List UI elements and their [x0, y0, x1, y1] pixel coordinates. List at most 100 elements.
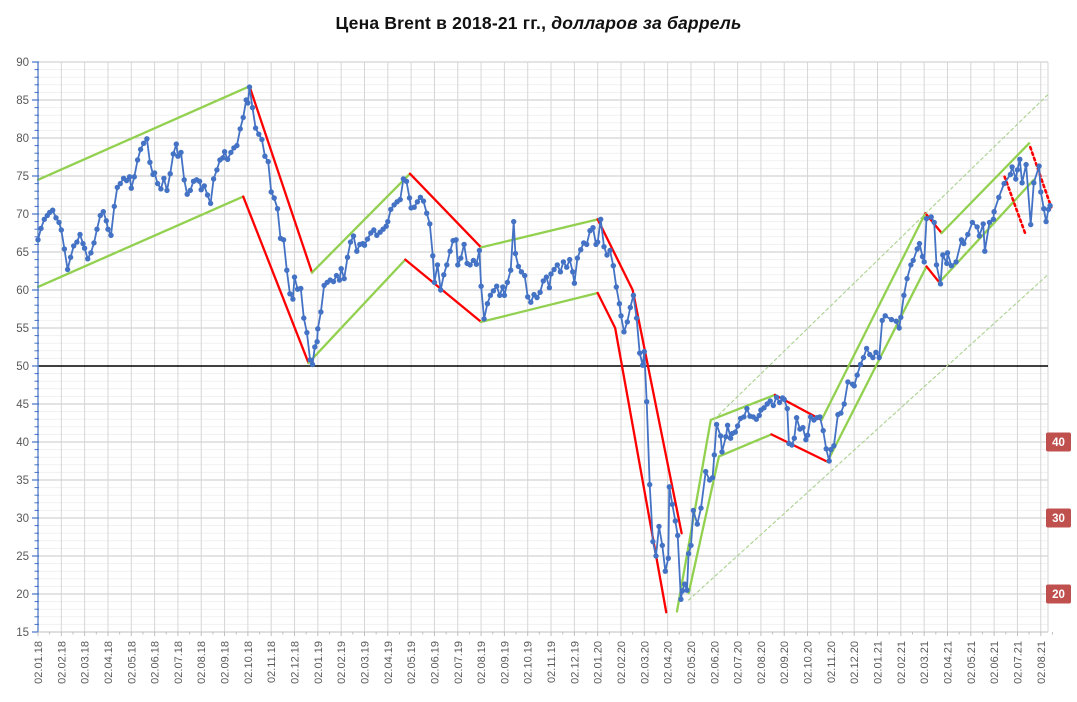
svg-text:40: 40: [1052, 437, 1065, 449]
svg-text:02.06.21: 02.06.21: [989, 641, 1001, 684]
axes: [32, 61, 1053, 636]
svg-text:02.08.21: 02.08.21: [1036, 641, 1048, 684]
svg-text:02.05.18: 02.05.18: [126, 641, 138, 684]
svg-text:02.12.19: 02.12.19: [569, 641, 581, 684]
svg-text:02.02.21: 02.02.21: [896, 641, 908, 684]
up-2021-upper-1: [820, 212, 927, 422]
level-badge-30: [1046, 508, 1071, 528]
down-2018q4-lower: [242, 195, 310, 365]
svg-text:02.04.19: 02.04.19: [383, 641, 395, 684]
grid-minor-horizontal: [38, 69, 1048, 625]
svg-text:30: 30: [16, 513, 29, 525]
svg-text:75: 75: [16, 171, 29, 183]
svg-text:02.01.20: 02.01.20: [593, 641, 605, 684]
svg-text:70: 70: [16, 209, 29, 221]
down-2018q4-upper: [248, 85, 314, 274]
level-badges: 40 30 20: [1046, 432, 1071, 604]
svg-text:02.09.18: 02.09.18: [220, 641, 232, 684]
svg-text:80: 80: [16, 133, 29, 145]
svg-text:02.02.20: 02.02.20: [616, 641, 628, 684]
level-badge-20: [1046, 584, 1071, 604]
up-2021-upper-2: [940, 142, 1031, 235]
svg-text:02.07.18: 02.07.18: [173, 641, 185, 684]
svg-text:02.07.21: 02.07.21: [1012, 641, 1024, 684]
up-2021-lower-2: [938, 178, 1035, 284]
svg-text:60: 60: [16, 285, 29, 297]
down-2019-upper: [408, 172, 483, 249]
svg-text:50: 50: [16, 361, 29, 373]
svg-text:20: 20: [1052, 589, 1065, 601]
chart-title-main: Цена Brent в 2018-21 гг.,: [335, 13, 547, 33]
recovery-2020-lower: [687, 433, 773, 595]
up-2019-lower: [307, 258, 407, 365]
svg-text:02.02.19: 02.02.19: [336, 641, 348, 684]
svg-text:02.05.20: 02.05.20: [686, 641, 698, 684]
svg-text:02.11.20: 02.11.20: [826, 641, 838, 683]
svg-text:02.06.18: 02.06.18: [150, 641, 162, 684]
chart-title: Цена Brent в 2018-21 гг., долларов за ба…: [0, 13, 1077, 34]
svg-text:02.07.20: 02.07.20: [733, 641, 745, 684]
svg-text:02.04.20: 02.04.20: [663, 641, 675, 684]
svg-text:02.10.19: 02.10.19: [523, 641, 535, 684]
svg-text:02.04.18: 02.04.18: [103, 641, 115, 684]
chart-subtitle: долларов за баррель: [551, 13, 742, 33]
svg-text:02.09.19: 02.09.19: [499, 641, 511, 684]
svg-text:02.01.18: 02.01.18: [33, 641, 45, 684]
grid-vertical: [60, 62, 1049, 632]
up-2019-upper: [310, 172, 412, 274]
svg-text:02.09.20: 02.09.20: [779, 641, 791, 684]
svg-text:02.03.19: 02.03.19: [359, 641, 371, 684]
svg-text:02.11.18: 02.11.18: [266, 641, 278, 683]
up-2019h2-upper: [479, 218, 599, 249]
svg-text:25: 25: [16, 551, 29, 563]
svg-text:02.12.18: 02.12.18: [290, 641, 302, 684]
svg-text:02.03.21: 02.03.21: [919, 641, 931, 684]
recovery-2020-upper: [675, 393, 777, 613]
svg-text:20: 20: [16, 589, 29, 601]
projection-long-upper: [713, 94, 1049, 420]
svg-text:02.10.18: 02.10.18: [243, 641, 255, 684]
svg-text:65: 65: [16, 247, 29, 259]
svg-text:30: 30: [1052, 513, 1065, 525]
y-axis-labels: 15 20 25 30 35 40 45 50 55 60 65 70 75 80 85 90: [16, 57, 29, 639]
svg-text:40: 40: [16, 437, 29, 449]
up-2018-lower: [36, 195, 245, 289]
level-badge-40: [1046, 432, 1071, 452]
up-2018-upper: [36, 85, 251, 181]
svg-text:02.04.21: 02.04.21: [942, 641, 954, 684]
forecast-dotted-left: [1003, 175, 1027, 236]
svg-text:02.02.18: 02.02.18: [56, 641, 68, 684]
corr-2021-lower: [925, 265, 941, 284]
svg-text:02.03.18: 02.03.18: [80, 641, 92, 684]
svg-text:02.01.21: 02.01.21: [873, 641, 885, 684]
svg-text:02.06.20: 02.06.20: [709, 641, 721, 684]
svg-text:02.07.19: 02.07.19: [453, 641, 465, 684]
svg-text:45: 45: [16, 399, 29, 411]
svg-text:02.03.20: 02.03.20: [639, 641, 651, 684]
svg-text:02.06.19: 02.06.19: [429, 641, 441, 684]
crash-2020-lower: [596, 291, 668, 614]
svg-text:02.11.19: 02.11.19: [546, 641, 558, 683]
up-2021-lower-1: [826, 265, 928, 463]
projection-long-lower: [688, 274, 1049, 601]
svg-text:02.08.18: 02.08.18: [196, 641, 208, 684]
svg-text:02.01.19: 02.01.19: [313, 641, 325, 684]
svg-text:35: 35: [16, 475, 29, 487]
crash-2020-upper: [596, 218, 683, 535]
svg-text:15: 15: [16, 627, 29, 639]
svg-text:02.12.20: 02.12.20: [849, 641, 861, 684]
svg-text:90: 90: [16, 57, 29, 69]
svg-text:85: 85: [16, 95, 29, 107]
forecast-dotted-right: [1028, 145, 1053, 209]
svg-text:02.05.21: 02.05.21: [966, 641, 978, 684]
down-2020q4-lower: [770, 433, 829, 463]
svg-text:02.08.19: 02.08.19: [476, 641, 488, 684]
grid-major-horizontal: [38, 61, 1048, 633]
svg-text:02.05.19: 02.05.19: [406, 641, 418, 684]
svg-text:02.10.20: 02.10.20: [803, 641, 815, 684]
x-axis-labels: 02.01.18 02.02.18 02.03.18 02.04.18 02.05.18…: [33, 641, 1048, 684]
price-markers: [35, 84, 1053, 602]
up-2019h2-lower: [479, 291, 599, 324]
svg-text:55: 55: [16, 323, 29, 335]
